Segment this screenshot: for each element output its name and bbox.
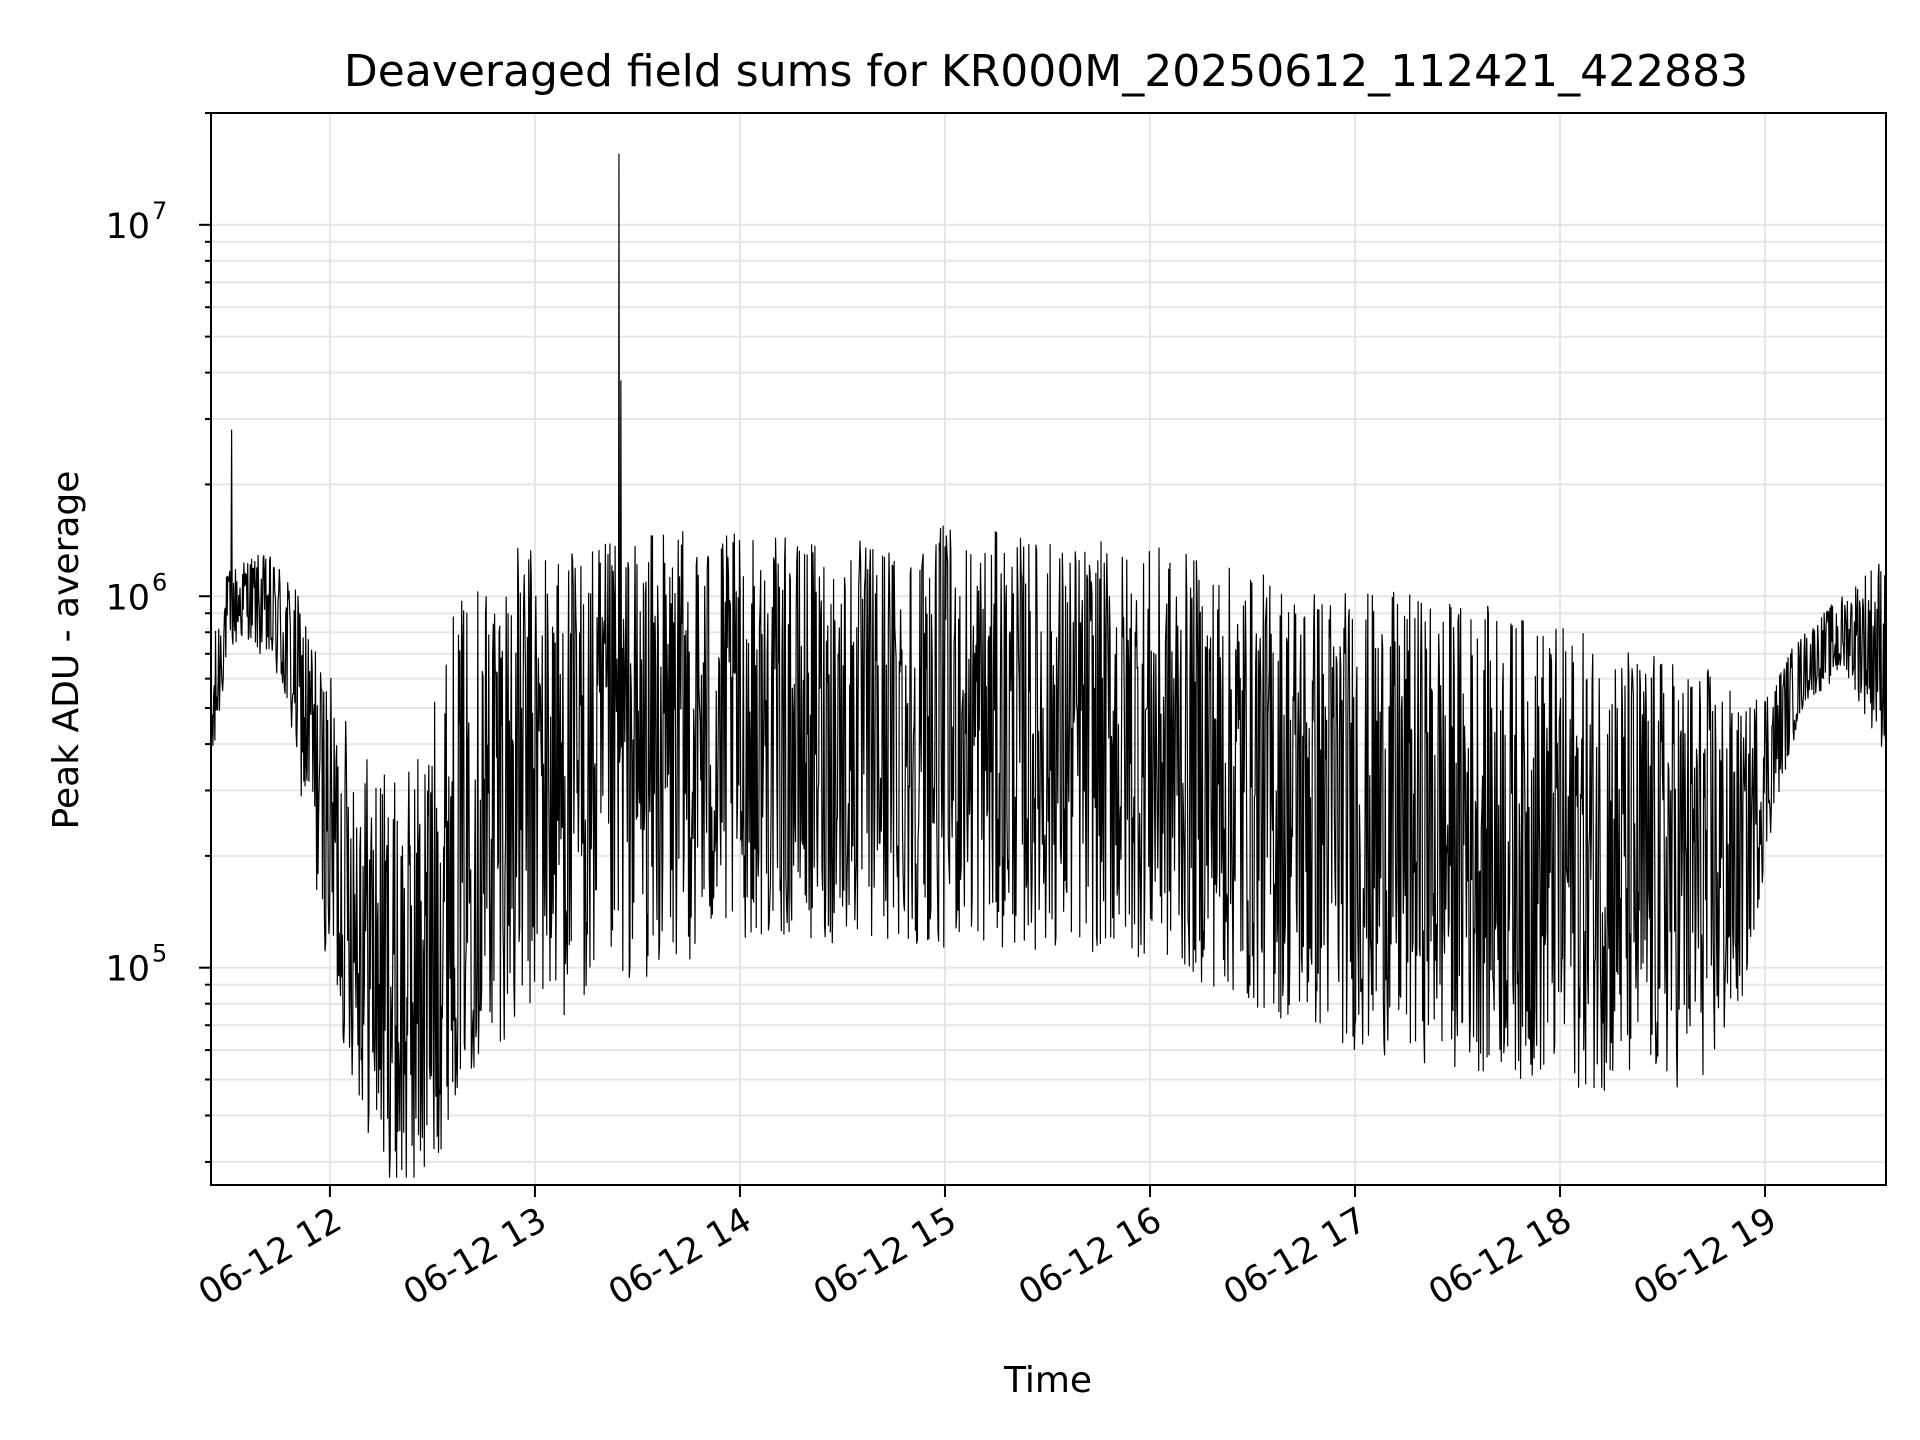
x-tick-label: 06-12 16 — [1012, 1200, 1168, 1313]
plot-frame — [210, 112, 1887, 1186]
chart-title: Deaveraged field sums for KR000M_2025061… — [344, 46, 1748, 97]
y-axis-label: Peak ADU - average — [46, 471, 87, 830]
series-line — [210, 153, 1887, 1178]
y-tick-exponent: 6 — [152, 568, 167, 596]
x-axis-label: Time — [1003, 1360, 1092, 1401]
y-tick-exponent: 5 — [152, 940, 167, 968]
y-tick-label: 10 — [105, 578, 150, 618]
x-tick-label: 06-12 18 — [1422, 1200, 1578, 1313]
y-tick-label: 10 — [105, 207, 150, 247]
x-tick-label: 06-12 17 — [1217, 1200, 1373, 1313]
y-tick-exponent: 7 — [152, 197, 167, 225]
y-tick-label: 10 — [105, 950, 150, 990]
x-tick-label: 06-12 15 — [807, 1200, 963, 1313]
x-tick-label: 06-12 13 — [397, 1200, 553, 1313]
x-tick-label: 06-12 19 — [1627, 1200, 1783, 1313]
x-tick-label: 06-12 14 — [602, 1200, 758, 1313]
x-tick-label: 06-12 12 — [192, 1200, 348, 1313]
series-group — [210, 153, 1887, 1178]
x-axis: 06-12 12 06-12 13 06-12 14 06-12 15 06-12 16… — [192, 1185, 1784, 1313]
